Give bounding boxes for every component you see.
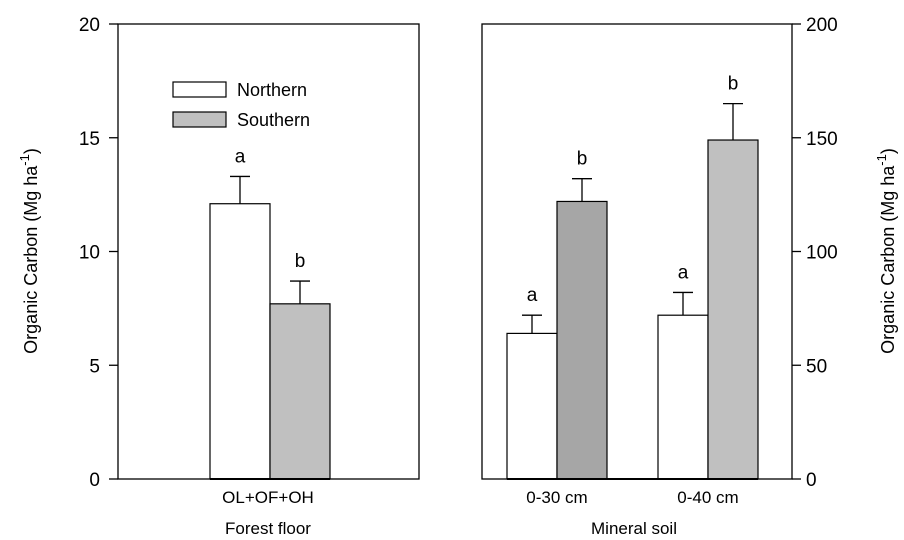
right-y-title-main: Organic Carbon (Mg ha bbox=[878, 165, 898, 354]
y-tick-label: 10 bbox=[79, 243, 100, 264]
bar-southern bbox=[556, 200, 608, 480]
y-tick-label: 0 bbox=[806, 470, 817, 491]
left-y-axis-title: Organic Carbon (Mg ha-1) bbox=[17, 148, 41, 354]
bar-northern bbox=[657, 314, 709, 480]
significance-letter: b bbox=[577, 149, 588, 170]
left-y-axis: 0 5 10 15 20 bbox=[79, 15, 118, 491]
y-tick-label: 5 bbox=[89, 356, 100, 377]
right-group-label: Mineral soil bbox=[591, 519, 677, 538]
significance-letter: b bbox=[295, 251, 306, 272]
legend-label-northern: Northern bbox=[237, 80, 307, 100]
bar-northern bbox=[506, 332, 558, 480]
significance-letter: a bbox=[678, 262, 689, 283]
left-group-label: Forest floor bbox=[225, 519, 311, 538]
y-tick-label: 50 bbox=[806, 356, 827, 377]
bar-southern bbox=[269, 303, 331, 480]
significance-letter: a bbox=[235, 146, 246, 167]
left-category-label: OL+OF+OH bbox=[222, 488, 314, 507]
right-y-title-sup: -1 bbox=[874, 154, 889, 166]
y-tick-label: 100 bbox=[806, 243, 838, 264]
right-y-axis-title: Organic Carbon (Mg ha-1) bbox=[874, 148, 898, 354]
significance-letter: a bbox=[527, 285, 538, 306]
legend-swatch-northern bbox=[172, 81, 227, 98]
right-bars: a a b b bbox=[506, 74, 759, 480]
bar-northern bbox=[209, 203, 271, 480]
legend: Northern Southern bbox=[172, 80, 310, 130]
left-y-title-sup: -1 bbox=[17, 154, 32, 166]
y-tick-label: 200 bbox=[806, 15, 838, 36]
left-bars: ab bbox=[209, 146, 331, 480]
legend-swatch-southern bbox=[172, 111, 227, 128]
right-category-label-2: 0-40 cm bbox=[677, 488, 738, 507]
significance-letter: b bbox=[728, 74, 739, 95]
right-y-title-close: ) bbox=[878, 148, 898, 154]
left-y-title-close: ) bbox=[21, 148, 41, 154]
legend-label-southern: Southern bbox=[237, 110, 310, 130]
y-tick-label: 20 bbox=[79, 15, 100, 36]
y-tick-label: 15 bbox=[79, 129, 100, 150]
bar-southern bbox=[707, 139, 759, 480]
y-tick-label: 150 bbox=[806, 129, 838, 150]
right-y-axis: 0 50 100 150 200 bbox=[792, 15, 838, 491]
y-tick-label: 0 bbox=[89, 470, 100, 491]
mineral-soil-panel: 0 50 100 150 200 a a b b 0-30 cm 0-40 cm Minera… bbox=[481, 15, 898, 538]
left-y-title-main: Organic Carbon (Mg ha bbox=[21, 165, 41, 354]
right-category-label-1: 0-30 cm bbox=[526, 488, 587, 507]
